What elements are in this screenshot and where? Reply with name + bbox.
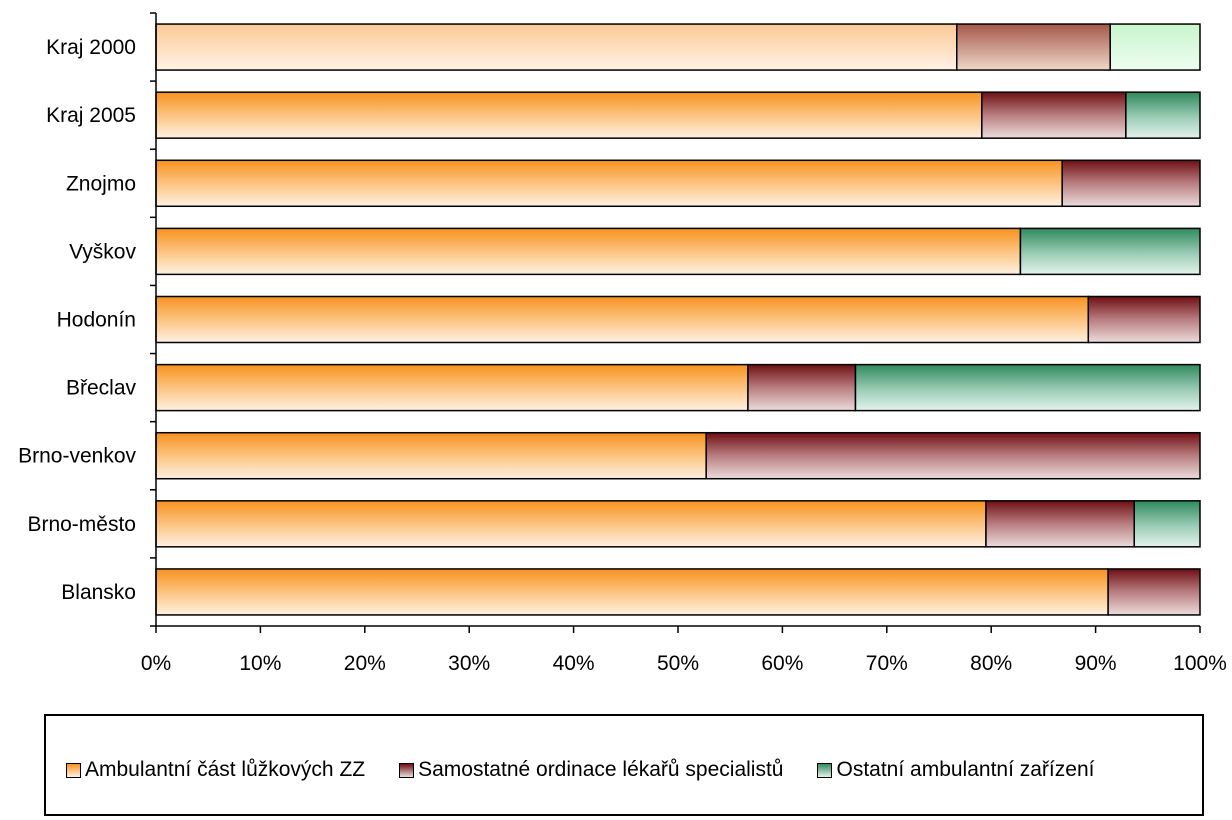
bar-breclav-specialist-practices <box>747 363 857 412</box>
category-label-kraj-2000: Kraj 2000 <box>46 36 136 59</box>
legend-item-outpatient-hospital: Ambulantní část lůžkových ZZ <box>66 758 365 782</box>
x-tick-label: 100% <box>1173 652 1227 675</box>
x-tick-label: 50% <box>657 652 699 675</box>
legend-label-other-outpatient: Ostatní ambulantní zařízení <box>836 758 1095 781</box>
bar-brno-mesto-outpatient-hospital <box>155 500 987 548</box>
stacked-bar-chart: Kraj 2000 Kraj 2005 Znojmo Vyškov Hodonín Bře… <box>18 12 1227 675</box>
legend-label-specialist-practices: Samostatné ordinace lékařů specialistů <box>418 758 784 781</box>
bar-hodonin-outpatient-hospital <box>155 295 1090 344</box>
legend-item-specialist-practices: Samostatné ordinace lékařů specialistů <box>399 758 783 782</box>
x-tick-label: 40% <box>553 652 595 675</box>
bar-vyskov-outpatient-hospital <box>155 227 1022 276</box>
category-label-breclav: Břeclav <box>66 377 137 400</box>
legend-swatch-specialist-practices <box>399 762 415 778</box>
category-label-hodonin: Hodonín <box>57 309 136 332</box>
bar-kraj-2005-other-outpatient <box>1125 91 1201 139</box>
bar-znojmo-specialist-practices <box>1061 159 1201 208</box>
bar-breclav-outpatient-hospital <box>155 363 749 412</box>
x-tick-label: 0% <box>141 652 171 675</box>
category-label-brno-mesto: Brno-město <box>27 513 136 536</box>
x-tick-label: 20% <box>344 652 386 675</box>
bar-kraj-2000-outpatient-hospital <box>155 23 958 71</box>
x-tick-label: 90% <box>1075 652 1117 675</box>
x-tick-label: 60% <box>761 652 803 675</box>
bar-kraj-2005-specialist-practices <box>981 91 1127 139</box>
legend: Ambulantní část lůžkových ZZ Samostatné … <box>44 714 1204 816</box>
category-label-kraj-2005: Kraj 2005 <box>46 104 136 127</box>
bar-kraj-2000-other-outpatient <box>1109 23 1201 71</box>
bar-brno-mesto-other-outpatient <box>1133 500 1201 548</box>
bar-blansko-specialist-practices <box>1107 568 1201 616</box>
x-tick-label: 80% <box>970 652 1012 675</box>
category-label-vyskov: Vyškov <box>69 240 136 263</box>
bar-brno-venkov-outpatient-hospital <box>155 431 707 480</box>
bar-breclav-other-outpatient <box>854 363 1201 412</box>
legend-swatch-outpatient-hospital <box>66 762 81 778</box>
bar-znojmo-outpatient-hospital <box>155 159 1063 208</box>
legend-items: Ambulantní část lůžkových ZZ Samostatné … <box>66 758 1192 782</box>
axes-layer <box>150 12 1201 633</box>
bar-brno-mesto-specialist-practices <box>985 500 1135 548</box>
legend-label-outpatient-hospital: Ambulantní část lůžkových ZZ <box>85 758 366 781</box>
bar-hodonin-specialist-practices <box>1087 295 1201 344</box>
legend-swatch-other-outpatient <box>817 762 833 778</box>
x-tick-label: 10% <box>239 652 281 675</box>
bar-kraj-2005-outpatient-hospital <box>155 91 983 139</box>
category-label-znojmo: Znojmo <box>66 172 136 195</box>
bar-blansko-outpatient-hospital <box>155 568 1109 616</box>
bars-layer <box>155 23 1201 616</box>
legend-item-other-outpatient: Ostatní ambulantní zařízení <box>817 758 1094 782</box>
bar-kraj-2000-specialist-practices <box>955 23 1111 71</box>
labels-layer: Kraj 2000 Kraj 2005 Znojmo Vyškov Hodonín Bře… <box>18 36 1227 675</box>
x-tick-label: 30% <box>448 652 490 675</box>
x-tick-label: 70% <box>866 652 908 675</box>
category-label-blansko: Blansko <box>61 581 136 604</box>
category-label-brno-venkov: Brno-venkov <box>18 445 136 468</box>
bar-brno-venkov-specialist-practices <box>705 431 1201 480</box>
bar-vyskov-other-outpatient <box>1019 227 1201 276</box>
